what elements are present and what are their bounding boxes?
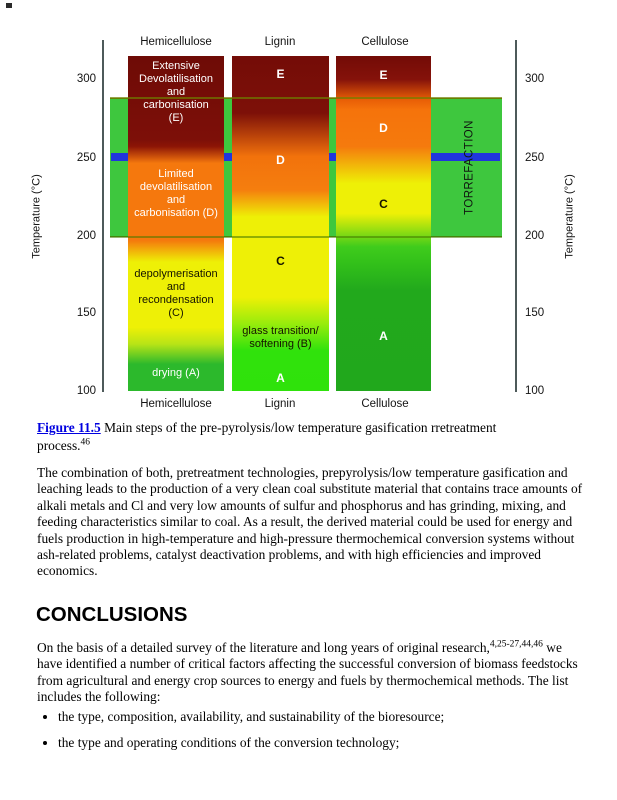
column-header-bottom-hemicellulose: Hemicellulose <box>140 398 212 410</box>
torrefaction-label: TORREFACTION <box>463 120 476 215</box>
y-tick-right-150: 150 <box>525 307 545 319</box>
figure-caption: Figure 11.5 Main steps of the pre-pyroly… <box>37 419 552 455</box>
column-header-bottom-cellulose: Cellulose <box>361 398 409 410</box>
body-paragraph: The combination of both, pretreatment te… <box>37 465 583 579</box>
band-top-edge <box>110 97 502 99</box>
column-header-top-lignin: Lignin <box>264 36 296 48</box>
y-axis-label-right: Temperature (°C) <box>563 174 576 259</box>
zone-label-cellulose-E: E <box>379 68 388 82</box>
y-axis-left-line <box>102 40 104 392</box>
y-tick-right-250: 250 <box>525 152 545 164</box>
conclusions-reference: 4,25-27,44,46 <box>489 639 543 650</box>
y-tick-right-100: 100 <box>525 385 545 397</box>
zone-label-lignin-E: E <box>276 67 285 81</box>
y-axis-right-line <box>515 40 517 392</box>
zone-label-cellulose-D: D <box>379 121 388 135</box>
conclusions-heading: CONCLUSIONS <box>36 603 188 626</box>
zone-label-hemicellulose-C: depolymerisation and recondensation (C) <box>134 268 218 319</box>
band-bottom-edge <box>110 236 502 238</box>
y-tick-left-250: 250 <box>76 152 96 164</box>
y-tick-left-200: 200 <box>76 230 96 242</box>
y-tick-left-300: 300 <box>76 73 96 85</box>
caption-reference: 46 <box>80 437 91 448</box>
y-tick-left-100: 100 <box>76 385 96 397</box>
conclusions-intro-2: we have identified a number of critical … <box>37 640 578 705</box>
bullet-item-1-text: the type, composition, availability, and… <box>58 709 445 724</box>
zone-label-cellulose-C: C <box>379 197 388 211</box>
y-tick-right-300: 300 <box>525 73 545 85</box>
y-tick-right-200: 200 <box>525 230 545 242</box>
caption-text: Main steps of the pre-pyrolysis/low temp… <box>37 420 497 453</box>
figure-11-5: 300 250 200 150 100 300 250 200 150 100 … <box>30 36 576 410</box>
zone-label-lignin-A: A <box>276 371 285 385</box>
column-lignin <box>232 56 329 391</box>
column-header-top-hemicellulose: Hemicellulose <box>140 36 212 48</box>
bullet-item-2-text: the type and operating conditions of the… <box>58 735 400 750</box>
zone-label-hemicellulose-D: Limited devolatilisation and carbonisati… <box>134 168 218 219</box>
y-axis-label-left: Temperature (°C) <box>30 174 43 259</box>
bullet-item-1: the type, composition, availability, and… <box>58 708 607 725</box>
bullet-list: the type, composition, availability, and… <box>37 708 607 760</box>
zone-label-lignin-C: C <box>276 254 285 268</box>
zone-label-lignin-B: glass transition/ softening (B) <box>242 325 319 350</box>
bullet-item-2: the type and operating conditions of the… <box>58 734 607 751</box>
column-header-bottom-lignin: Lignin <box>264 398 296 410</box>
zone-label-cellulose-A: A <box>379 329 388 343</box>
zone-label-hemicellulose-A: drying (A) <box>152 367 200 379</box>
column-hemicellulose <box>128 56 224 391</box>
y-tick-left-150: 150 <box>76 307 96 319</box>
column-header-top-cellulose: Cellulose <box>361 36 409 48</box>
zone-label-hemicellulose-E: Extensive Devolatilisation and carbonisa… <box>139 60 213 124</box>
conclusions-paragraph: On the basis of a detailed survey of the… <box>37 640 586 706</box>
figure-link[interactable]: Figure 11.5 <box>37 420 101 435</box>
scan-artifact <box>6 3 12 8</box>
zone-label-lignin-D: D <box>276 153 285 167</box>
column-cellulose <box>336 56 431 391</box>
conclusions-intro-1: On the basis of a detailed survey of the… <box>37 640 490 655</box>
